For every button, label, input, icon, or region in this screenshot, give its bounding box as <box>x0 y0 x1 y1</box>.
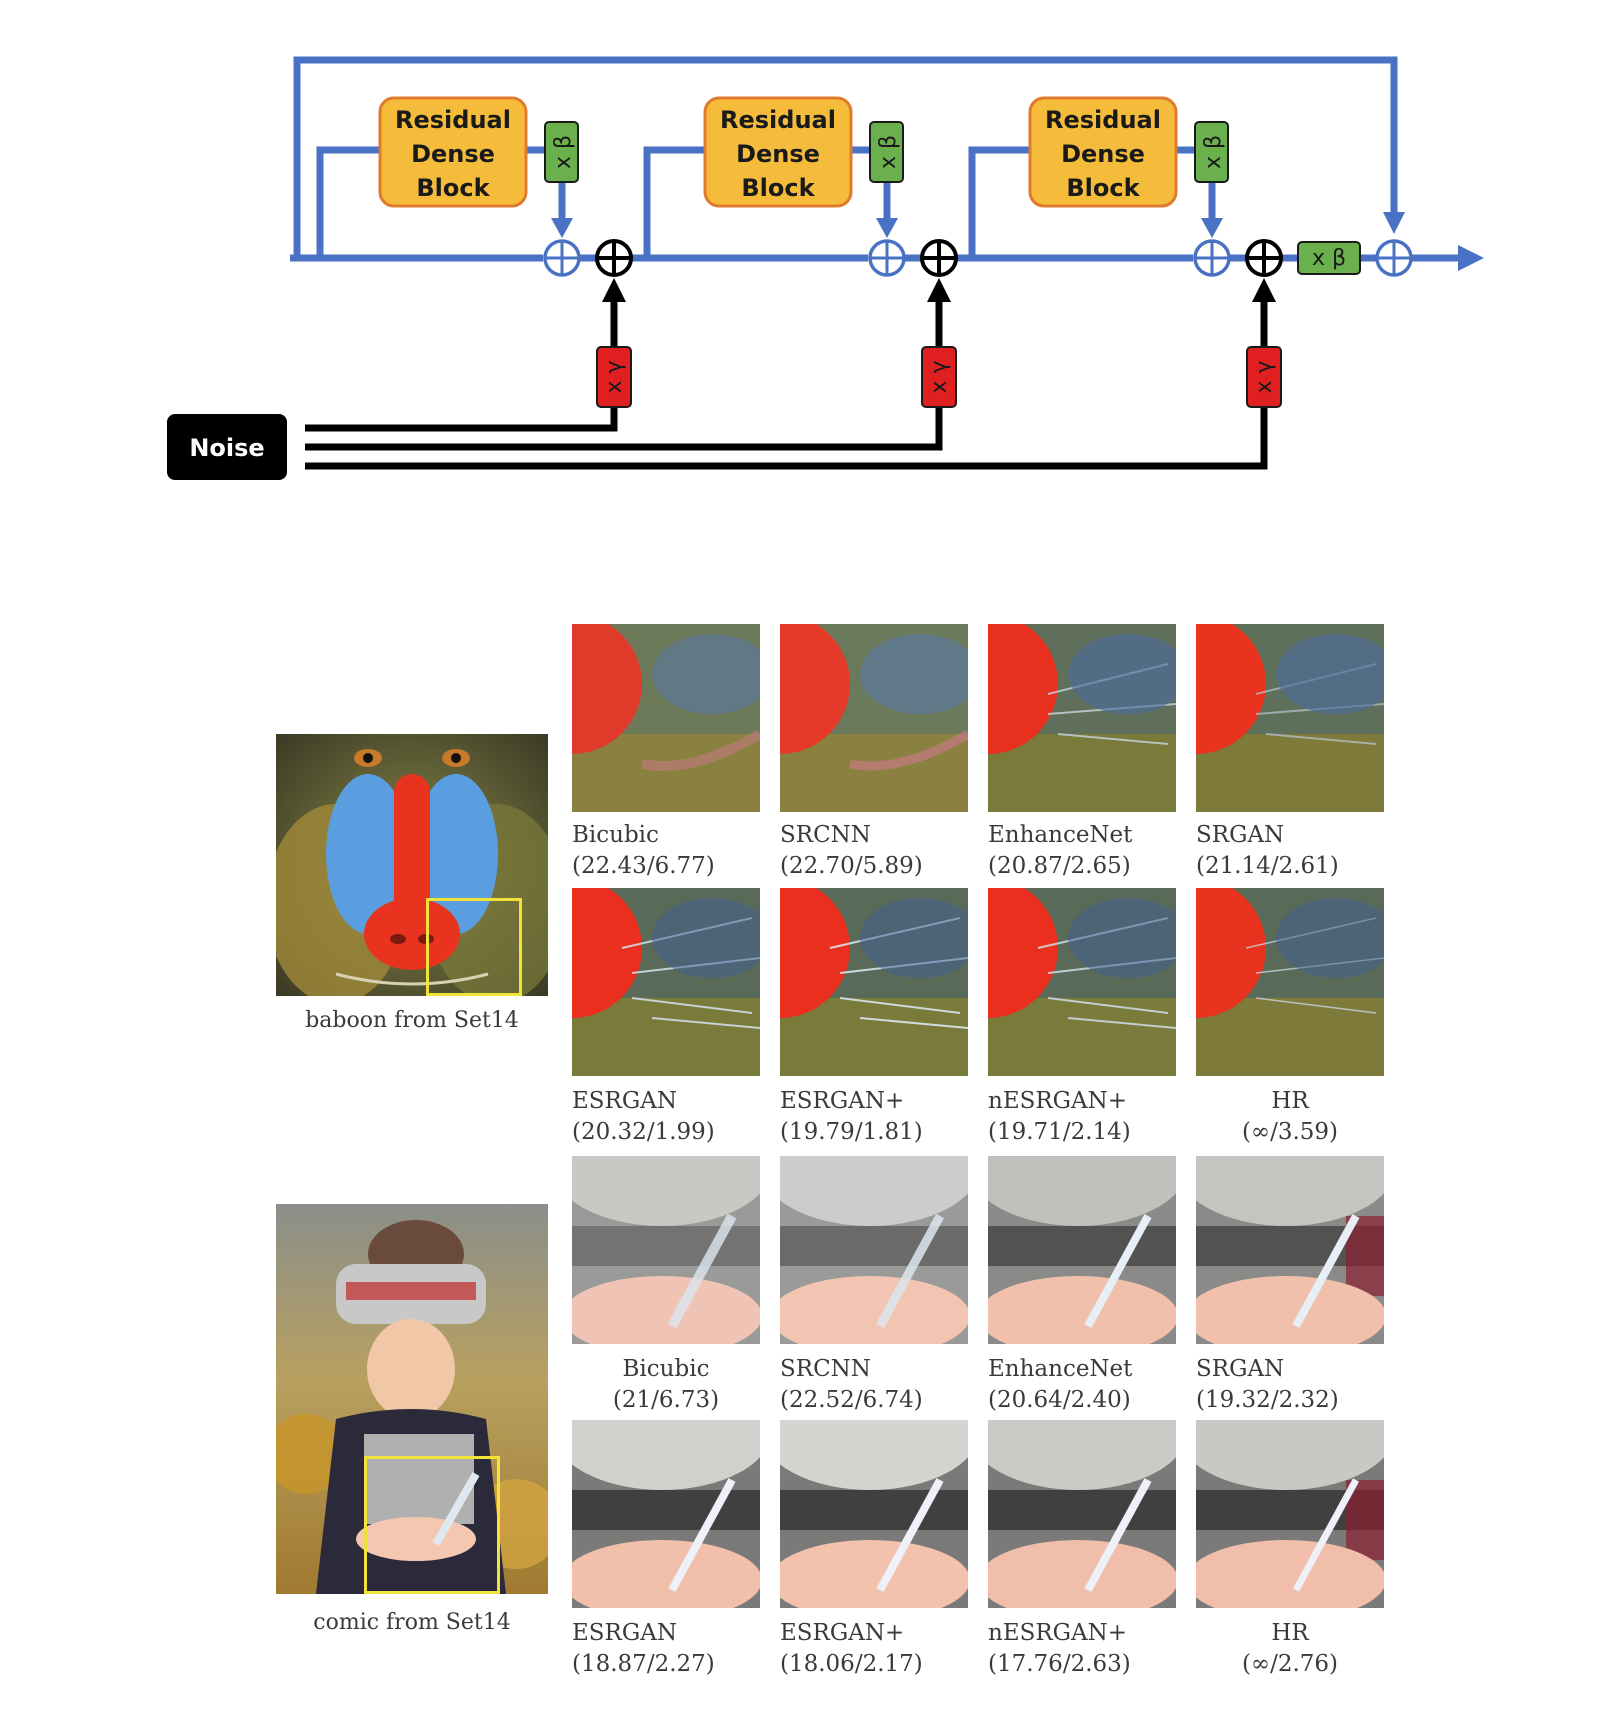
block-1-line-1: Residual <box>395 106 511 134</box>
comic-row1-caption-4: SRGAN (19.32/2.32) <box>1196 1356 1339 1413</box>
comic-row2-caption-1: ESRGAN (18.87/2.27) <box>572 1620 715 1677</box>
residual-dense-block-2: Residual Dense Block <box>703 96 853 208</box>
architecture-diagram: Residual Dense Block Residual Dense Bloc… <box>167 56 1484 480</box>
baboon-srcnn-crop <box>780 624 968 812</box>
comic-esrganplus-crop <box>780 1420 968 1608</box>
comic-srgan-crop <box>1196 1156 1384 1344</box>
gamma-box-2: x γ <box>921 346 957 408</box>
beta-box-1: x β <box>544 121 579 183</box>
comic-full-image <box>276 1204 548 1594</box>
baboon-nesrganplus-crop <box>988 888 1176 1076</box>
output-arrowhead <box>1458 245 1484 271</box>
comic-row2-caption-4: HR (∞/2.76) <box>1241 1620 1339 1677</box>
beta-label-output: x β <box>1312 246 1346 271</box>
comic-srcnn-crop <box>780 1156 968 1344</box>
beta-arrowhead-3 <box>1201 218 1223 238</box>
baboon-esrgan-crop <box>572 888 760 1076</box>
noise-arrowhead-1 <box>602 278 626 302</box>
block-1-line-2: Dense <box>411 140 495 168</box>
baboon-row1-caption-4: SRGAN (21.14/2.61) <box>1196 822 1339 879</box>
beta-box-2: x β <box>869 121 904 183</box>
beta-arrowhead-1 <box>551 218 573 238</box>
baboon-zoom-region <box>426 898 522 996</box>
black-sum-crosses <box>597 241 1281 275</box>
gamma-label-2: x γ <box>927 360 952 393</box>
residual-dense-block-3: Residual Dense Block <box>1028 96 1178 208</box>
outer-skip-connection <box>293 56 1398 258</box>
comic-row1-caption-2: SRCNN (22.52/6.74) <box>780 1356 923 1413</box>
comic-row2-caption-3: nESRGAN+ (17.76/2.63) <box>988 1620 1131 1677</box>
beta-label-3: x β <box>1201 135 1226 169</box>
beta-box-output: x β <box>1297 241 1361 275</box>
noise-label: Noise <box>189 434 264 462</box>
baboon-bicubic-crop <box>572 624 760 812</box>
noise-arrowhead-2 <box>927 278 951 302</box>
comic-row1-caption-1: Bicubic (21/6.73) <box>612 1356 720 1413</box>
inner-skip-lines <box>316 146 1216 258</box>
baboon-row1-caption-3: EnhanceNet (20.87/2.65) <box>988 822 1133 879</box>
residual-dense-block-1: Residual Dense Block <box>378 96 528 208</box>
beta-box-3: x β <box>1194 121 1229 183</box>
comic-esrgan-crop <box>572 1420 760 1608</box>
beta-label-1: x β <box>551 135 576 169</box>
block-2-line-3: Block <box>741 174 815 202</box>
comic-zoom-region <box>364 1456 500 1594</box>
noise-lines <box>305 298 1268 470</box>
comic-row1-caption-3: EnhanceNet (20.64/2.40) <box>988 1356 1133 1413</box>
baboon-row2-caption-2: ESRGAN+ (19.79/1.81) <box>780 1088 923 1145</box>
baboon-hr-crop <box>1196 888 1384 1076</box>
blue-sum-crosses <box>545 241 1411 275</box>
noise-arrowhead-3 <box>1252 278 1276 302</box>
baboon-caption: baboon from Set14 <box>305 1008 519 1033</box>
comic-caption: comic from Set14 <box>313 1610 511 1635</box>
beta-label-2: x β <box>876 135 901 169</box>
baboon-row2-caption-3: nESRGAN+ (19.71/2.14) <box>988 1088 1131 1145</box>
outer-skip-arrowhead <box>1383 212 1405 234</box>
gamma-box-3: x γ <box>1246 346 1282 408</box>
gamma-label-3: x γ <box>1252 360 1277 393</box>
comic-hr-crop <box>1196 1420 1384 1608</box>
baboon-enhancenet-crop <box>988 624 1176 812</box>
comic-bicubic-crop <box>572 1156 760 1344</box>
gamma-label-1: x γ <box>602 360 627 393</box>
gamma-box-1: x γ <box>596 346 632 408</box>
baboon-srgan-crop <box>1196 624 1384 812</box>
beta-arrowhead-2 <box>876 218 898 238</box>
block-3-line-2: Dense <box>1061 140 1145 168</box>
baboon-row1-caption-1: Bicubic (22.43/6.77) <box>572 822 715 879</box>
comic-nesrganplus-crop <box>988 1420 1176 1608</box>
baboon-row2-caption-4: HR (∞/3.59) <box>1241 1088 1339 1145</box>
block-1-line-3: Block <box>416 174 490 202</box>
baboon-row2-caption-1: ESRGAN (20.32/1.99) <box>572 1088 715 1145</box>
block-3-line-1: Residual <box>1045 106 1161 134</box>
comic-row2-caption-2: ESRGAN+ (18.06/2.17) <box>780 1620 923 1677</box>
block-2-line-2: Dense <box>736 140 820 168</box>
block-3-line-3: Block <box>1066 174 1140 202</box>
baboon-row1-caption-2: SRCNN (22.70/5.89) <box>780 822 923 879</box>
comic-enhancenet-crop <box>988 1156 1176 1344</box>
baboon-esrganplus-crop <box>780 888 968 1076</box>
noise-box: Noise <box>167 414 287 480</box>
block-2-line-1: Residual <box>720 106 836 134</box>
